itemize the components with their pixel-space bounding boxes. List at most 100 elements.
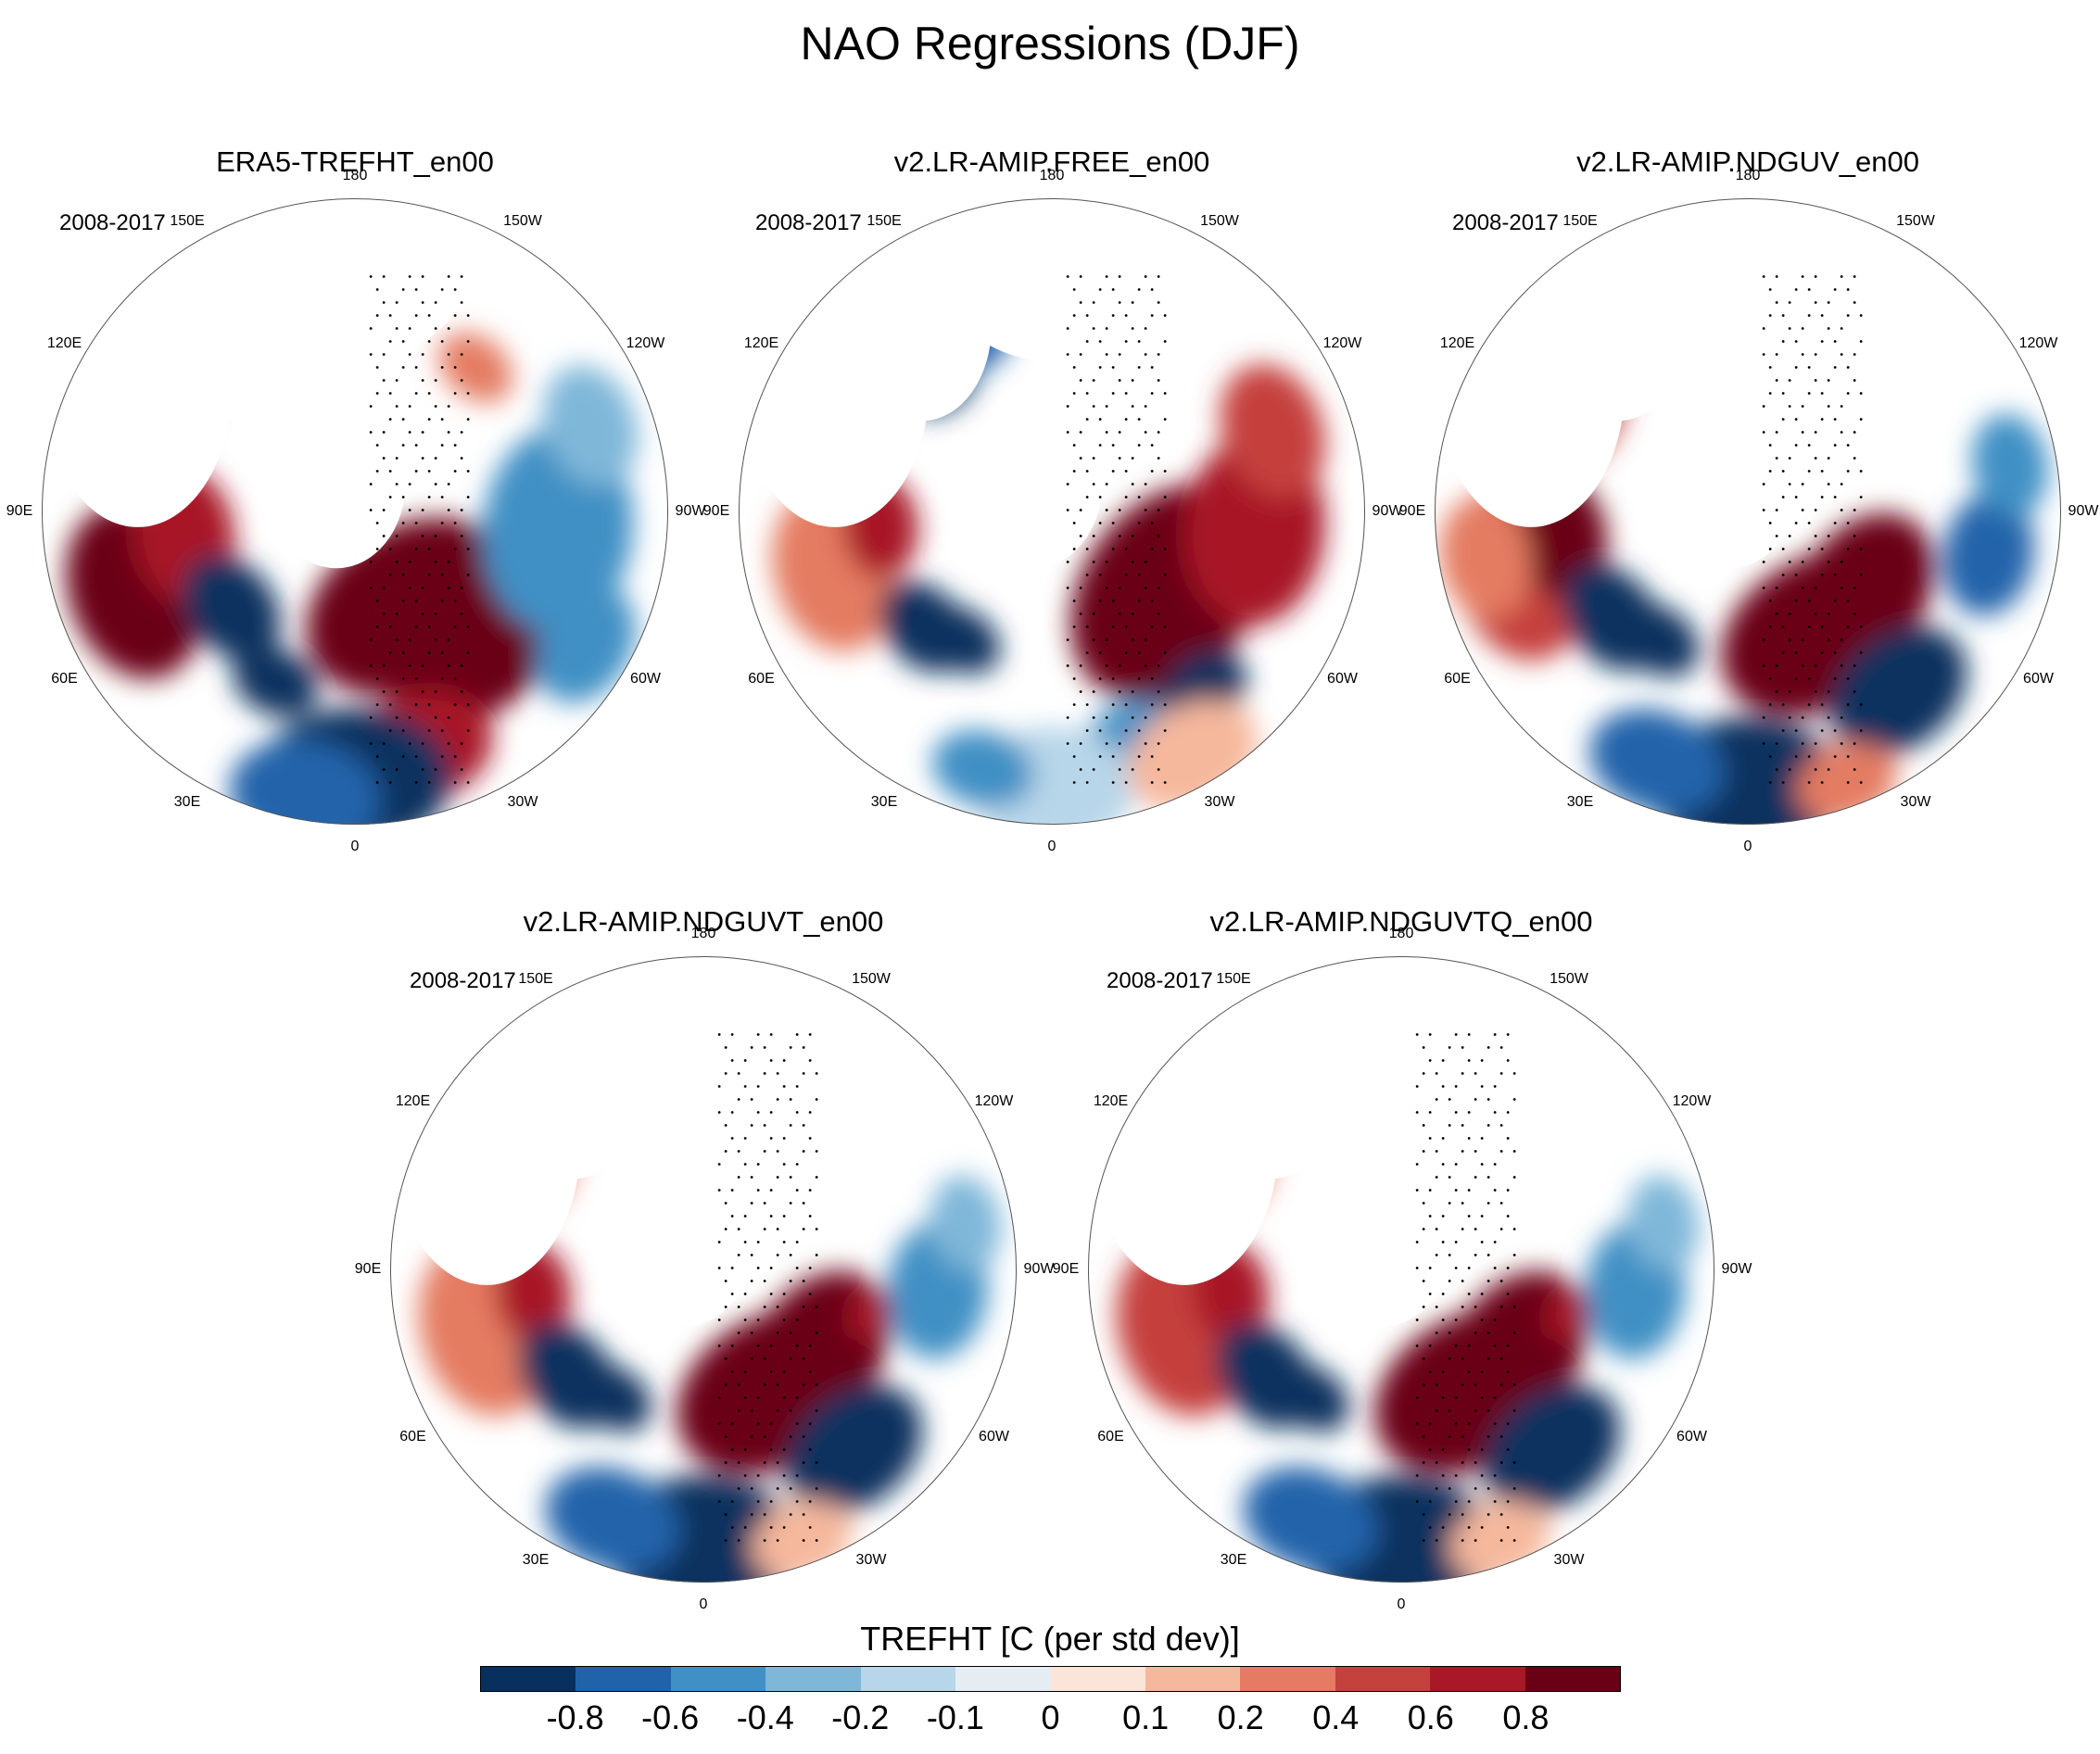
significance-dot — [1157, 664, 1160, 667]
significance-dot — [1775, 353, 1778, 356]
significance-dot — [1092, 457, 1095, 460]
significance-dot — [1072, 470, 1076, 473]
significance-dot — [1833, 755, 1837, 758]
significance-dot — [1079, 768, 1082, 771]
significance-dot — [1111, 522, 1115, 524]
significance-dot — [466, 703, 470, 706]
significance-dot — [1775, 301, 1778, 304]
significance-dot — [395, 301, 398, 304]
significance-dot — [1853, 690, 1856, 693]
significance-dot — [808, 1526, 812, 1529]
significance-dot — [369, 509, 373, 511]
significance-dot — [440, 677, 444, 680]
longitude-label: 120E — [46, 335, 82, 351]
significance-dot — [756, 1500, 760, 1503]
significance-dot — [1454, 1241, 1458, 1243]
significance-dot — [756, 1474, 760, 1477]
significance-dot — [724, 1046, 727, 1049]
significance-dot — [1859, 781, 1863, 784]
longitude-label: 180 — [1388, 926, 1414, 941]
significance-dot — [789, 1046, 792, 1049]
significance-dot — [789, 1435, 792, 1438]
significance-dot — [1461, 1357, 1464, 1360]
significance-dot — [1124, 314, 1128, 317]
significance-dot — [408, 664, 411, 667]
significance-dot — [1833, 574, 1837, 576]
significance-dot — [1499, 1383, 1503, 1386]
significance-dot — [1092, 561, 1095, 563]
significance-dot — [1131, 612, 1134, 615]
significance-dot — [388, 340, 392, 343]
significance-dot — [724, 1072, 727, 1075]
significance-dot — [1859, 548, 1863, 550]
significance-dot — [1461, 1202, 1464, 1205]
significance-dot — [1461, 1306, 1464, 1308]
significance-dot — [1461, 1435, 1464, 1438]
significance-dot — [1066, 587, 1069, 589]
significance-dot — [1098, 444, 1102, 447]
significance-dot — [421, 664, 424, 667]
significance-dot — [1085, 703, 1089, 706]
significance-dot — [1150, 366, 1154, 369]
colorbar-tick-label: -0.4 — [736, 1698, 794, 1736]
significance-dot — [1066, 405, 1069, 408]
longitude-label: 0 — [699, 1596, 708, 1612]
significance-dot — [1079, 431, 1082, 434]
significance-dot — [1827, 405, 1830, 408]
significance-dot — [427, 314, 431, 317]
significance-dot — [782, 1474, 786, 1477]
significance-dot — [724, 1150, 727, 1153]
significance-dot — [1454, 1163, 1458, 1166]
significance-dot — [730, 1448, 734, 1451]
significance-dot — [375, 366, 379, 369]
significance-dot — [1111, 625, 1115, 628]
significance-dot — [395, 690, 398, 693]
arctic-ocean — [1660, 398, 1799, 569]
significance-dot — [1137, 522, 1141, 524]
significance-dot — [1480, 1059, 1484, 1062]
significance-dot — [743, 1163, 747, 1166]
significance-dot — [1768, 470, 1772, 473]
significance-dot — [1150, 522, 1154, 524]
significance-dot — [1846, 703, 1850, 706]
significance-dot — [750, 1046, 753, 1049]
significance-dot — [1775, 587, 1778, 589]
significance-dot — [808, 1344, 812, 1347]
significance-dot — [1499, 1539, 1503, 1542]
significance-dot — [1840, 587, 1843, 589]
significance-dot — [763, 1228, 766, 1230]
significance-dot — [421, 431, 424, 434]
significance-dot — [1150, 599, 1154, 602]
significance-dot — [808, 1448, 812, 1451]
significance-dot — [1781, 392, 1785, 395]
significance-dot — [1137, 729, 1141, 732]
significance-dot — [414, 703, 418, 706]
significance-dot — [1840, 431, 1843, 434]
significance-dot — [1118, 353, 1121, 356]
significance-dot — [795, 1396, 799, 1399]
significance-dot — [769, 1267, 773, 1269]
polar-map — [1088, 956, 1714, 1583]
significance-dot — [815, 1487, 818, 1490]
significance-dot — [1144, 275, 1147, 278]
longitude-label: 0 — [1397, 1596, 1406, 1612]
significance-dot — [815, 1461, 818, 1464]
significance-dot — [1163, 781, 1167, 784]
period-label: 2008-2017 — [1452, 210, 1559, 235]
significance-dot — [375, 470, 379, 473]
significance-dot — [756, 1422, 760, 1425]
significance-dot — [1775, 275, 1778, 278]
significance-dot — [769, 1059, 773, 1062]
significance-dot — [1131, 716, 1134, 719]
significance-dot — [1461, 1383, 1464, 1386]
significance-dot — [1781, 470, 1785, 473]
significance-dot — [1150, 677, 1154, 680]
longitude-label: 60E — [399, 1429, 426, 1445]
significance-dot — [756, 1033, 760, 1036]
significance-dot — [1066, 638, 1069, 641]
significance-dot — [1781, 340, 1785, 343]
significance-dot — [369, 742, 373, 745]
significance-dot — [1486, 1202, 1490, 1205]
significance-dot — [1098, 755, 1102, 758]
significance-dot — [1415, 1085, 1419, 1088]
